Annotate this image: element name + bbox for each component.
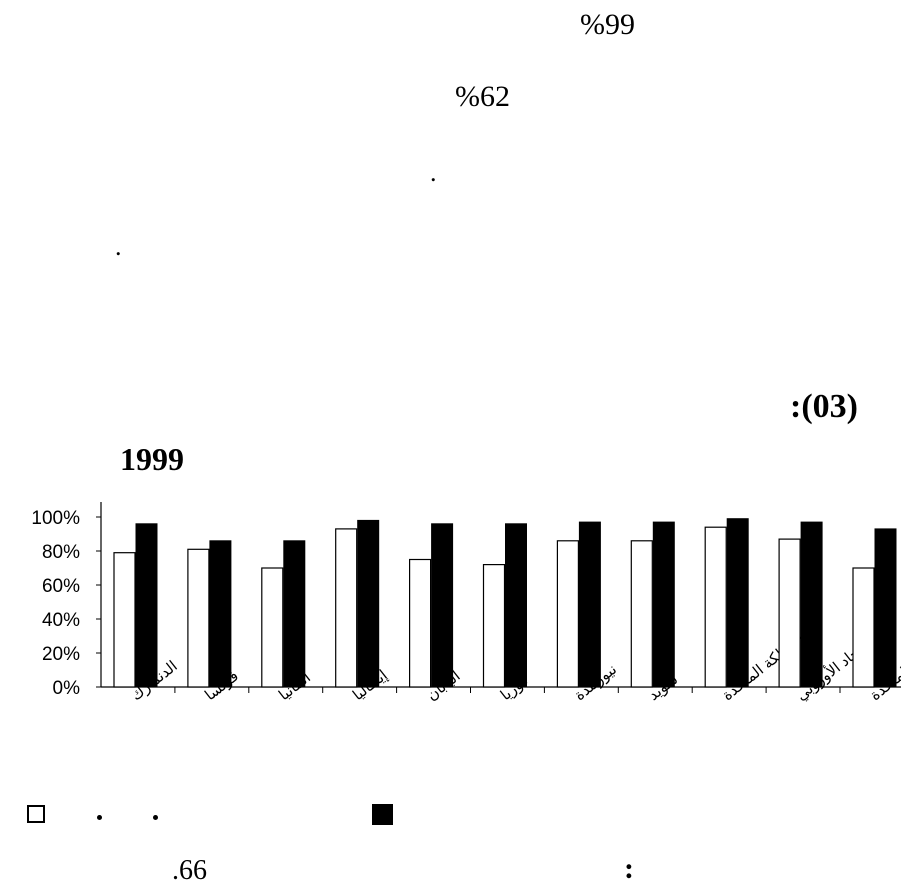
legend-dot-1: [97, 815, 102, 820]
percentage-62: %62: [455, 80, 510, 113]
bar-white: [482, 563, 506, 688]
bar-black: [505, 523, 527, 688]
chart-year: 1999: [120, 441, 184, 477]
y-tick-label: 100%: [31, 508, 80, 529]
bar-black: [135, 523, 158, 688]
page-number: .66: [172, 855, 207, 886]
bar-white: [113, 552, 136, 688]
y-tick-label: 40%: [42, 610, 80, 631]
bar-black: [800, 521, 823, 688]
bar-chart: 0%20%40%60%80%100%الدنمارك فرنسا ألمانيا إي…: [31, 502, 901, 705]
bar-black: [874, 528, 897, 688]
bar-black: [578, 521, 601, 688]
figure-number: :(03): [790, 388, 858, 425]
text-dot-1: .: [430, 158, 437, 187]
bar-white: [704, 526, 727, 688]
bar-black: [357, 519, 380, 688]
text-dot-2: .: [115, 232, 122, 261]
bar-white: [556, 540, 580, 688]
y-tick-label: 60%: [42, 576, 80, 597]
legend-white-swatch: [27, 805, 45, 823]
bar-black: [431, 523, 454, 688]
bar-black: [209, 540, 232, 688]
percentage-99: %99: [580, 8, 635, 41]
colon-mark: :: [624, 852, 634, 885]
y-tick-label: 0%: [53, 678, 81, 699]
y-tick-label: 20%: [42, 644, 80, 665]
legend-black-swatch: [372, 804, 393, 825]
bar-white: [335, 528, 358, 688]
legend-dot-2: [153, 815, 158, 820]
bar-black: [652, 521, 675, 688]
bar-white: [778, 538, 801, 688]
bar-white: [852, 567, 875, 688]
bar-white: [187, 548, 210, 688]
y-tick-label: 80%: [42, 542, 80, 563]
bar-black: [283, 540, 306, 688]
bar-white: [261, 567, 284, 688]
bar-white: [409, 558, 432, 688]
bar-white: [630, 540, 653, 688]
bar-black: [726, 518, 749, 688]
